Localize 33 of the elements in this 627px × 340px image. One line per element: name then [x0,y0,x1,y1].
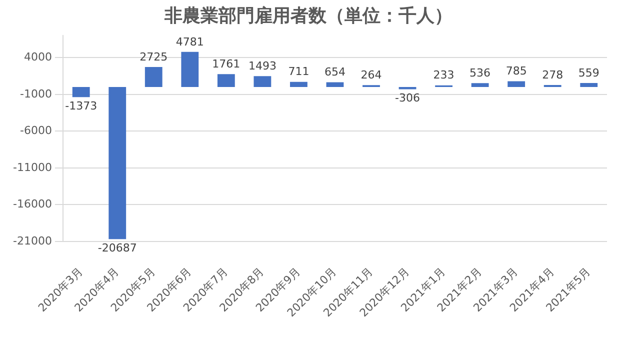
bar [508,81,526,88]
data-label: -306 [395,92,420,105]
y-tick-label: 4000 [24,50,52,64]
data-label: 711 [288,65,310,78]
data-label: 1761 [212,57,240,70]
bar [144,67,162,88]
data-label: 233 [433,68,454,82]
y-tick-label: -21000 [12,234,52,248]
bar [108,87,126,240]
data-label: -1373 [65,100,98,113]
y-tick-label: -6000 [20,124,52,138]
data-label: 264 [360,68,382,82]
data-label: 785 [506,64,527,78]
data-label: 2725 [140,50,168,64]
bar [580,82,598,88]
y-tick-label: -11000 [12,160,52,174]
data-label: 278 [542,68,564,82]
data-label: 1493 [248,59,276,72]
data-label: 536 [470,66,491,80]
data-label: -20687 [98,241,137,254]
bar [290,82,308,88]
y-tick-label: -16000 [12,198,52,211]
bar [72,87,90,98]
y-tick-label: -1000 [20,87,52,100]
data-label: 654 [324,66,346,79]
bar [471,83,489,88]
bar [181,52,199,88]
bar [217,74,235,88]
bar [326,82,344,88]
chart-title: 非農業部門雇用者数（単位：千人） [164,5,452,26]
data-label: 559 [578,66,600,80]
data-label: 4781 [176,35,204,48]
bar [254,76,272,88]
